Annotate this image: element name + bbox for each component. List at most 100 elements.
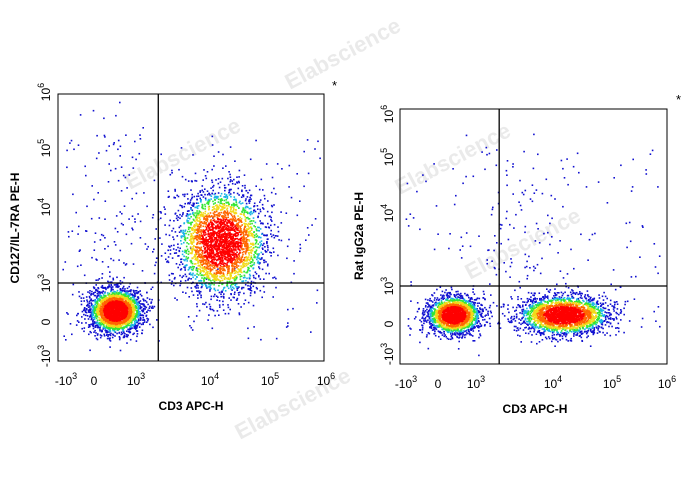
- event-dot: [207, 268, 209, 270]
- event-dot: [199, 191, 201, 193]
- event-dot: [115, 114, 117, 117]
- event-dot: [116, 327, 119, 329]
- event-dot: [175, 217, 178, 220]
- event-dot: [119, 280, 122, 282]
- event-dot: [123, 205, 126, 207]
- event-dot: [173, 252, 176, 254]
- event-dot: [239, 216, 241, 219]
- event-dot: [257, 257, 260, 259]
- event-dot: [75, 324, 78, 326]
- event-dot: [179, 274, 181, 277]
- event-dot: [98, 316, 100, 319]
- event-dot: [203, 303, 206, 306]
- event-dot: [249, 226, 252, 229]
- event-dot: [239, 226, 241, 229]
- event-dot: [226, 285, 229, 287]
- event-dot: [198, 242, 201, 245]
- event-dot: [171, 172, 173, 174]
- event-dot: [203, 241, 206, 244]
- event-dot: [247, 327, 249, 330]
- event-dot: [205, 241, 208, 244]
- event-dot: [88, 295, 91, 298]
- event-dot: [234, 230, 237, 233]
- event-dot: [247, 266, 249, 269]
- event-dot: [96, 305, 98, 308]
- event-dot: [196, 303, 198, 305]
- event-dot: [206, 287, 208, 289]
- event-dot: [95, 289, 98, 292]
- event-dot: [218, 186, 221, 189]
- event-dot: [99, 306, 101, 309]
- event-dot: [176, 215, 178, 217]
- event-dot: [220, 295, 222, 298]
- event-dot: [142, 310, 144, 313]
- event-dot: [203, 169, 205, 171]
- event-dot: [206, 255, 208, 258]
- event-dot: [84, 318, 86, 320]
- event-dot: [213, 280, 216, 283]
- event-dot: [250, 220, 253, 222]
- event-dot: [130, 314, 132, 316]
- event-dot: [134, 221, 136, 223]
- event-dot: [199, 236, 201, 239]
- event-dot: [223, 265, 225, 267]
- event-dot: [278, 239, 280, 241]
- event-dot: [255, 139, 257, 142]
- event-dot: [185, 292, 187, 294]
- event-dot: [310, 331, 312, 333]
- event-dot: [233, 268, 235, 270]
- event-dot: [183, 232, 186, 235]
- event-dot: [215, 277, 218, 279]
- event-dot: [275, 235, 277, 237]
- event-dot: [126, 335, 129, 338]
- event-dot: [194, 285, 196, 288]
- event-dot: [211, 262, 214, 265]
- event-dot: [134, 328, 137, 330]
- event-dot: [106, 333, 108, 336]
- event-dot: [191, 209, 194, 212]
- event-dot: [113, 326, 116, 328]
- event-dot: [88, 304, 90, 307]
- event-dot: [226, 259, 229, 261]
- event-dot: [259, 199, 262, 201]
- event-dot: [80, 300, 83, 302]
- event-dot: [194, 216, 197, 219]
- event-dot: [230, 299, 232, 301]
- event-dot: [118, 323, 120, 326]
- event-dot: [133, 317, 135, 320]
- event-dot: [123, 331, 125, 334]
- event-dot: [213, 255, 215, 258]
- event-dot: [120, 321, 123, 323]
- event-dot: [243, 292, 245, 295]
- event-dot: [257, 208, 259, 210]
- event-dot: [245, 190, 248, 192]
- event-dot: [244, 220, 247, 222]
- event-dot: [190, 233, 192, 235]
- event-dot: [104, 248, 106, 250]
- event-dot: [260, 338, 262, 341]
- event-dot: [263, 278, 265, 280]
- event-dot: [243, 264, 246, 267]
- event-dot: [229, 277, 232, 279]
- event-dot: [234, 270, 237, 272]
- event-dot: [219, 202, 222, 204]
- event-dot: [109, 275, 111, 278]
- event-dot: [113, 329, 115, 331]
- event-dot: [209, 212, 212, 214]
- event-dot: [249, 292, 252, 294]
- event-dot: [99, 300, 101, 302]
- event-dot: [237, 273, 239, 276]
- event-dot: [247, 256, 250, 258]
- event-dot: [212, 226, 214, 228]
- event-dot: [254, 271, 257, 273]
- event-dot: [136, 321, 138, 324]
- event-dot: [168, 274, 171, 277]
- event-dot: [133, 294, 135, 297]
- event-dot: [185, 232, 187, 235]
- event-dot: [126, 187, 128, 189]
- event-dot: [224, 214, 227, 216]
- event-dot: [196, 269, 199, 272]
- event-dot: [254, 245, 257, 248]
- event-dot: [206, 214, 208, 216]
- event-dot: [197, 246, 199, 248]
